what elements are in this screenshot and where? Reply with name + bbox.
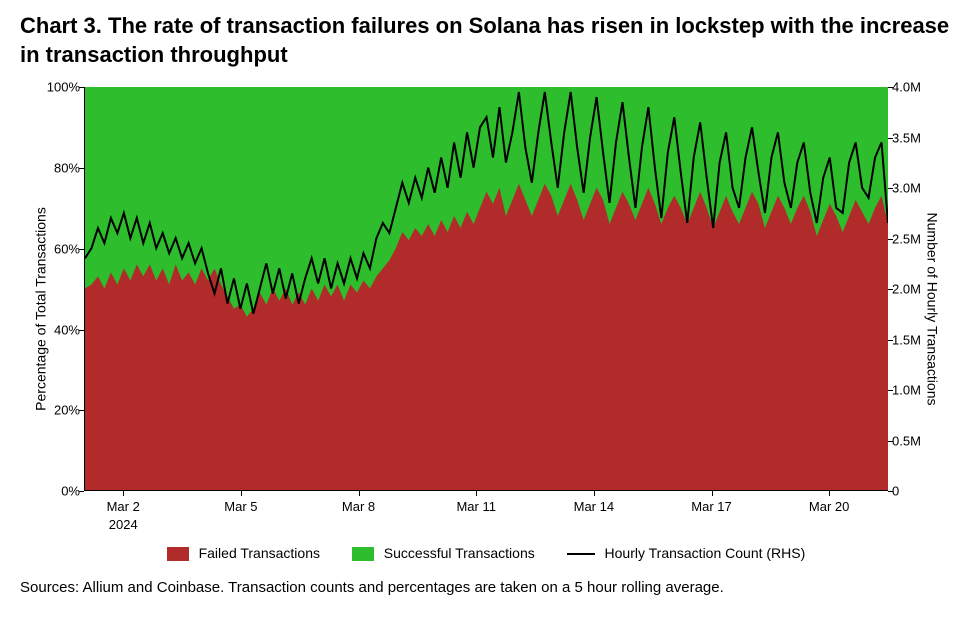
x-year-label: 2024 [109,517,138,533]
y-right-tick-label: 0 [892,485,942,498]
swatch-failed-icon [167,547,189,561]
swatch-line-icon [567,553,595,555]
y-left-tick-label: 80% [30,161,80,174]
y-right-tick-label: 1.0M [892,384,942,397]
y-right-tick-label: 4.0M [892,81,942,94]
plot-svg [85,87,888,490]
y-right-tick-label: 2.5M [892,232,942,245]
legend-item-success: Successful Transactions [352,545,535,561]
legend-label-line: Hourly Transaction Count (RHS) [605,545,806,561]
plot-area [84,87,888,491]
chart-title: Chart 3. The rate of transaction failure… [20,12,952,69]
y-left-tick-label: 0% [30,485,80,498]
y-right-tick-label: 3.0M [892,182,942,195]
legend-label-success: Successful Transactions [384,545,535,561]
y-left-tick-label: 20% [30,404,80,417]
y-right-tick-label: 1.5M [892,333,942,346]
y-right-tick-label: 0.5M [892,434,942,447]
legend-item-failed: Failed Transactions [167,545,320,561]
y-right-tick-label: 3.5M [892,131,942,144]
x-tick-label: Mar 8 [342,499,375,515]
y-left-tick-label: 100% [30,81,80,94]
source-note: Sources: Allium and Coinbase. Transactio… [20,579,952,596]
legend: Failed Transactions Successful Transacti… [20,545,952,561]
swatch-success-icon [352,547,374,561]
page: Chart 3. The rate of transaction failure… [0,0,972,638]
legend-item-line: Hourly Transaction Count (RHS) [567,545,806,561]
x-tick-label: Mar 17 [691,499,731,515]
y-left-tick-label: 40% [30,323,80,336]
legend-label-failed: Failed Transactions [199,545,320,561]
x-tick-label: Mar 5 [224,499,257,515]
y-axis-left-label: Percentage of Total Transactions [32,207,48,411]
y-right-tick-label: 2.0M [892,283,942,296]
y-left-tick-label: 60% [30,242,80,255]
x-tick-label: Mar 11 [456,499,496,515]
chart-container: Percentage of Total Transactions Number … [20,79,952,539]
x-tick-label: Mar 20 [809,499,849,515]
x-tick-label: Mar 14 [574,499,614,515]
x-tick-label: Mar 2 [107,499,140,515]
